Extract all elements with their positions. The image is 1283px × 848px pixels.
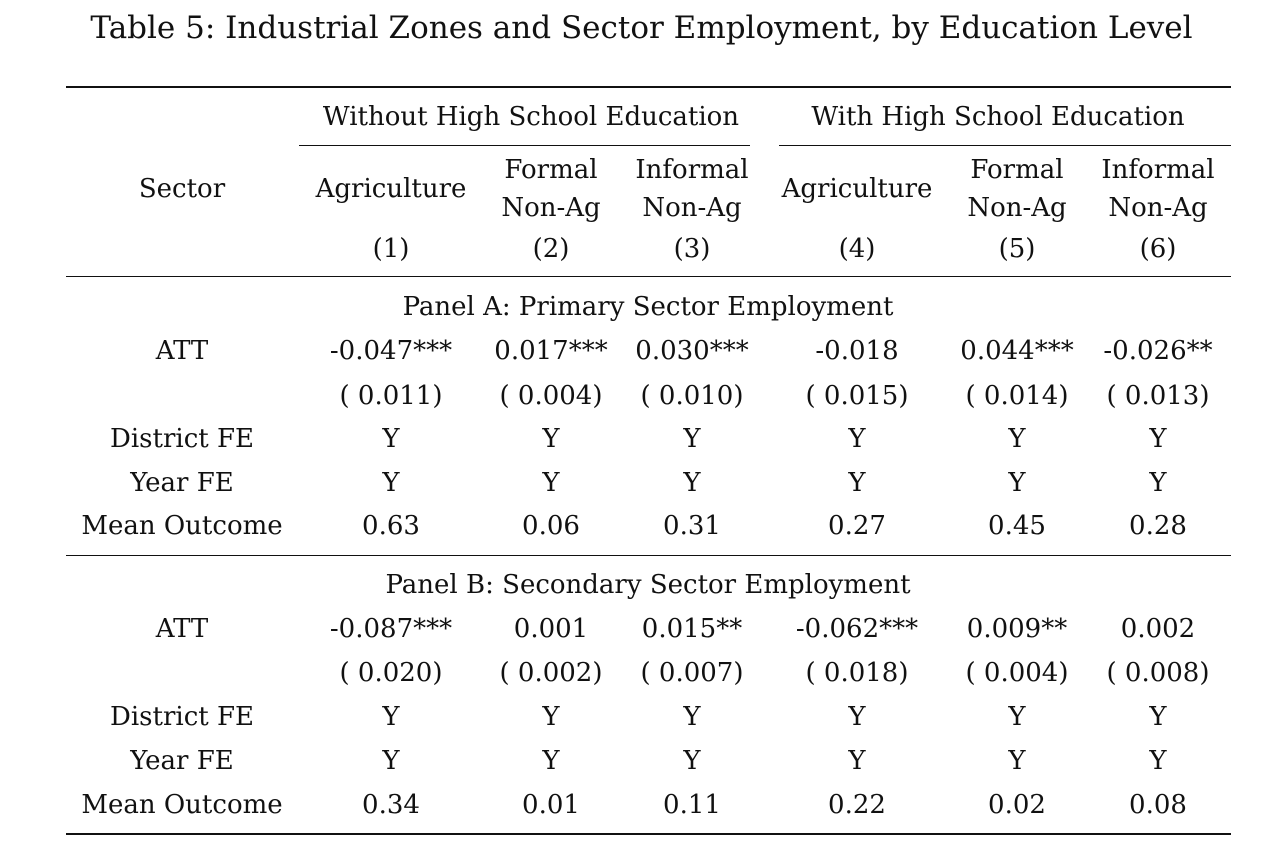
col-header-2-line2: Non-Ag: [501, 193, 601, 223]
panel-b-se-1: ( 0.020): [339, 658, 443, 688]
panel-a-mean-outcome-1: 0.63: [362, 511, 420, 541]
panel-b-mean-outcome-4: 0.22: [828, 790, 886, 820]
col-num-4: (4): [838, 234, 876, 264]
panel-a-att-3: 0.030***: [635, 336, 749, 366]
panel-a-year-fe-4: Y: [848, 468, 866, 498]
panel-b-att-1: -0.087***: [329, 614, 453, 644]
panel-a-district-fe-4: Y: [848, 424, 866, 454]
panel-b-year-fe-4: Y: [848, 746, 866, 776]
col-num-2: (2): [532, 234, 570, 264]
stub-header: Sector: [138, 174, 226, 204]
panel-a-att-1: -0.047***: [329, 336, 453, 366]
col-header-6-line2: Non-Ag: [1108, 193, 1208, 223]
panel-a-se-1: ( 0.011): [339, 381, 443, 411]
panel-b-mean-outcome-1: 0.34: [362, 790, 420, 820]
panel-b-se-4: ( 0.018): [805, 658, 909, 688]
panel-a-se-6: ( 0.013): [1106, 381, 1210, 411]
panel-a-row-att-label: ATT: [155, 336, 209, 366]
header-rule: [66, 276, 1231, 277]
panel-b-se-2: ( 0.002): [499, 658, 603, 688]
col-header-3-line1: Informal: [635, 155, 749, 185]
panel-b-year-fe-5: Y: [1008, 746, 1026, 776]
panel-a-title: Panel A: Primary Sector Employment: [402, 292, 894, 322]
panel-a-district-fe-6: Y: [1149, 424, 1167, 454]
col-num-3: (3): [673, 234, 711, 264]
col-header-2-line1: Formal: [504, 155, 598, 185]
panel-a-mean-outcome-6: 0.28: [1129, 511, 1187, 541]
panel-b-mean-outcome-6: 0.08: [1129, 790, 1187, 820]
panel-a-year-fe-2: Y: [542, 468, 560, 498]
panel-b-district-fe-2: Y: [542, 702, 560, 732]
col-header-5-line2: Non-Ag: [967, 193, 1067, 223]
col-num-5: (5): [998, 234, 1036, 264]
panel-a-year-fe-5: Y: [1008, 468, 1026, 498]
panel-a-att-2: 0.017***: [494, 336, 608, 366]
panel-b-row-district-fe-label: District FE: [110, 702, 254, 732]
panel-b-year-fe-3: Y: [683, 746, 701, 776]
panel-a-att-4: -0.018: [815, 336, 899, 366]
panel-b-se-3: ( 0.007): [640, 658, 744, 688]
bottom-rule: [66, 833, 1231, 835]
panel-b-se-5: ( 0.004): [965, 658, 1069, 688]
panel-b-district-fe-3: Y: [683, 702, 701, 732]
panel-a-row-year-fe-label: Year FE: [130, 468, 234, 498]
panel-a-year-fe-6: Y: [1149, 468, 1167, 498]
group-underline-with-hs: [779, 145, 1231, 146]
panel-a-mean-outcome-5: 0.45: [988, 511, 1046, 541]
panel-a-district-fe-1: Y: [382, 424, 400, 454]
panel-a-se-3: ( 0.010): [640, 381, 744, 411]
table-title: Table 5: Industrial Zones and Sector Emp…: [90, 10, 1193, 46]
panel-b-mean-outcome-5: 0.02: [988, 790, 1046, 820]
panel-a-se-5: ( 0.014): [965, 381, 1069, 411]
panel-a-district-fe-2: Y: [542, 424, 560, 454]
panel-b-year-fe-6: Y: [1149, 746, 1167, 776]
panel-a-year-fe-1: Y: [382, 468, 400, 498]
panel-b-title: Panel B: Secondary Sector Employment: [385, 570, 911, 600]
panel-a-se-4: ( 0.015): [805, 381, 909, 411]
col-header-6-line1: Informal: [1101, 155, 1215, 185]
col-num-6: (6): [1139, 234, 1177, 264]
panel-a-att-6: -0.026**: [1103, 336, 1213, 366]
panel-a-mean-outcome-2: 0.06: [522, 511, 580, 541]
group-header-without-hs: Without High School Education: [322, 102, 740, 132]
panel-a-district-fe-3: Y: [683, 424, 701, 454]
col-header-3-line2: Non-Ag: [642, 193, 742, 223]
panel-b-mean-outcome-2: 0.01: [522, 790, 580, 820]
panel-b-mean-outcome-3: 0.11: [663, 790, 721, 820]
panel-b-att-6: 0.002: [1120, 614, 1196, 644]
panel-b-district-fe-1: Y: [382, 702, 400, 732]
panel-b-att-4: -0.062***: [795, 614, 919, 644]
panel-a-se-2: ( 0.004): [499, 381, 603, 411]
panel-a-row-mean-outcome-label: Mean Outcome: [81, 511, 283, 541]
panel-a-district-fe-5: Y: [1008, 424, 1026, 454]
panel-b-district-fe-5: Y: [1008, 702, 1026, 732]
col-num-1: (1): [372, 234, 410, 264]
col-header-1: Agriculture: [315, 174, 467, 204]
panel-b-year-fe-1: Y: [382, 746, 400, 776]
panel-b-se-6: ( 0.008): [1106, 658, 1210, 688]
col-header-4: Agriculture: [781, 174, 933, 204]
panel-a-row-district-fe-label: District FE: [110, 424, 254, 454]
panel-a-mean-outcome-3: 0.31: [663, 511, 721, 541]
panel-b-att-2: 0.001: [513, 614, 589, 644]
panel-a-year-fe-3: Y: [683, 468, 701, 498]
panel-b-att-3: 0.015**: [641, 614, 743, 644]
panel-separator-rule: [66, 555, 1231, 556]
group-underline-without-hs: [299, 145, 750, 146]
col-header-5-line1: Formal: [970, 155, 1064, 185]
panel-b-att-5: 0.009**: [966, 614, 1068, 644]
panel-b-row-mean-outcome-label: Mean Outcome: [81, 790, 283, 820]
top-rule: [66, 86, 1231, 88]
panel-b-row-year-fe-label: Year FE: [130, 746, 234, 776]
group-header-with-hs: With High School Education: [811, 102, 1185, 132]
panel-b-row-att-label: ATT: [155, 614, 209, 644]
panel-b-year-fe-2: Y: [542, 746, 560, 776]
panel-b-district-fe-6: Y: [1149, 702, 1167, 732]
panel-a-att-5: 0.044***: [960, 336, 1074, 366]
panel-b-district-fe-4: Y: [848, 702, 866, 732]
panel-a-mean-outcome-4: 0.27: [828, 511, 886, 541]
